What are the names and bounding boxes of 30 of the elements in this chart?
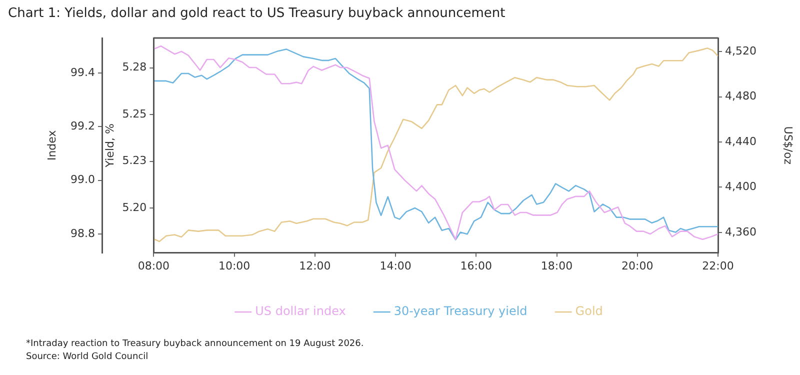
x-tick-label: 18:00 — [540, 259, 573, 272]
y-axis-title: Index — [45, 130, 58, 161]
y3-tick-label: 4,480 — [725, 90, 756, 103]
y-tick-label: 99.2 — [70, 119, 95, 132]
legend-label: Gold — [575, 304, 603, 318]
x-tick-label: 14:00 — [380, 259, 412, 272]
y3-tick-label: 4,520 — [725, 44, 756, 58]
y2-tick-label: 5.23 — [122, 154, 147, 168]
y-tick-label: 99.0 — [70, 173, 95, 186]
y2-axis-title: Yield, % — [103, 124, 116, 168]
source-note: Source: World Gold Council — [26, 351, 150, 364]
y3-tick-label: 4,440 — [725, 134, 756, 148]
y3-axis-title: US$/oz — [782, 126, 795, 165]
y3-tick-label: 4,360 — [725, 225, 756, 238]
chart-title: Chart 1: Yields, dollar and gold react to US Treasury buyback announcement — [8, 6, 506, 21]
x-tick-label: 12:00 — [299, 259, 331, 272]
y2-tick-label: 5.28 — [122, 60, 147, 74]
y-tick-label: 98.8 — [70, 226, 95, 240]
x-tick-label: 22:00 — [702, 259, 734, 272]
y-tick-label: 99.4 — [70, 66, 95, 79]
y2-tick-label: 5.25 — [122, 107, 147, 120]
legend-label: 30-year Treasury yield — [394, 304, 528, 318]
y2-tick-label: 5.20 — [122, 200, 147, 214]
x-tick-label: 20:00 — [622, 259, 654, 272]
x-tick-label: 16:00 — [460, 259, 492, 272]
legend-label: US dollar index — [255, 304, 346, 318]
x-tick-label: 08:00 — [138, 259, 170, 272]
text: *Intraday reaction to Treasury buyback announcement on 19 August 2026. — [26, 338, 364, 351]
x-tick-label: 10:00 — [218, 259, 250, 272]
y3-tick-label: 4,400 — [725, 180, 756, 194]
